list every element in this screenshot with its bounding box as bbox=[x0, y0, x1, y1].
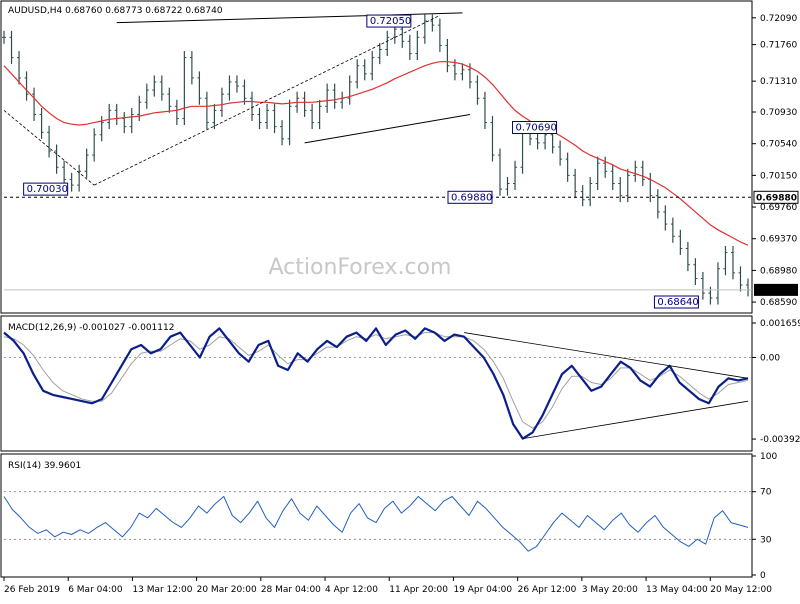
x-tick-label: 4 Apr 12:00 bbox=[325, 585, 378, 595]
annotation-label: 0.70690 bbox=[516, 123, 557, 134]
macd-y-tick-label: 0.00 bbox=[760, 354, 780, 364]
macd-panel-title: MACD(12,26,9) -0.001027 -0.001112 bbox=[8, 323, 174, 333]
horizontal-level-tag-label: 0.69880 bbox=[756, 193, 797, 203]
price-y-tick-label: 0.71310 bbox=[760, 77, 797, 87]
rsi-y-tick-label: 70 bbox=[760, 488, 772, 498]
price-panel-frame bbox=[0, 0, 753, 314]
price-y-tick-label: 0.69370 bbox=[760, 235, 797, 245]
x-tick-label: 20 May 12:00 bbox=[710, 585, 772, 595]
x-tick-label: 19 Apr 04:00 bbox=[453, 585, 512, 595]
rsi-line bbox=[3, 496, 749, 552]
current-price-tag bbox=[754, 283, 798, 296]
x-tick-label: 13 May 04:00 bbox=[646, 585, 708, 595]
price-panel: 0.72090 0.71760 0.71310 0.70930 0.70540 0.701… bbox=[2, 12, 799, 309]
macd-y-tick-label: 0.001659 bbox=[760, 319, 800, 329]
rsi-y-tick-label: 100 bbox=[760, 452, 777, 462]
price-y-tick-label: 0.68590 bbox=[760, 298, 797, 308]
channel-lower-line bbox=[304, 113, 471, 144]
annotation-box bbox=[366, 14, 412, 28]
x-tick-label: 13 Mar 12:00 bbox=[132, 585, 192, 595]
macd-panel: 0.001659 0.00 -0.003922 bbox=[3, 319, 800, 445]
price-y-tick-label: 0.71760 bbox=[760, 41, 797, 51]
annotation-label: 0.68640 bbox=[657, 297, 698, 308]
price-y-tick-label: 0.68980 bbox=[760, 266, 797, 276]
macd-line bbox=[3, 327, 749, 440]
current-price-tag-label: 0.68740 bbox=[756, 286, 793, 296]
decline-dashed-line bbox=[3, 110, 95, 186]
annotation-label: 0.72050 bbox=[370, 16, 411, 27]
x-tick-label: 6 Mar 04:00 bbox=[68, 585, 123, 595]
annotation-label: 0.69880 bbox=[451, 192, 492, 203]
x-tick-label: 11 Apr 20:00 bbox=[389, 585, 448, 595]
macd-panel-frame bbox=[0, 315, 753, 452]
annotation-box bbox=[447, 190, 493, 204]
rsi-panel-title: RSI(14) 39.9601 bbox=[8, 461, 81, 471]
annotation-box bbox=[512, 121, 558, 135]
watermark: ActionForex.com bbox=[269, 255, 452, 280]
rsi-panel-frame bbox=[0, 453, 753, 578]
annotation-label: 0.70030 bbox=[27, 184, 68, 195]
horizontal-level-tag bbox=[753, 190, 799, 204]
macd-y-tick-label: -0.003922 bbox=[760, 435, 800, 445]
x-tick-label: 3 May 20:00 bbox=[582, 585, 638, 595]
annotation-box bbox=[23, 182, 69, 196]
x-tick-label: 26 Feb 2019 bbox=[4, 585, 60, 595]
annotation-box bbox=[653, 295, 699, 309]
rsi-y-tick-label: 0 bbox=[760, 571, 766, 581]
moving-average-line bbox=[3, 61, 749, 246]
rsi-y-tick-label: 30 bbox=[760, 535, 772, 545]
rsi-panel: 100 70 30 0 bbox=[3, 452, 777, 581]
price-y-tick-label: 0.72090 bbox=[760, 14, 797, 24]
x-tick-label: 26 Apr 12:00 bbox=[518, 585, 577, 595]
macd-signal-line bbox=[3, 332, 749, 429]
x-axis: 26 Feb 2019 6 Mar 04:00 13 Mar 12:00 20 Mar… bbox=[3, 577, 772, 595]
macd-upper-trendline bbox=[464, 332, 749, 379]
price-y-tick-label: 0.70150 bbox=[760, 171, 797, 181]
price-panel-title: AUDUSD,H4 0.68760 0.68773 0.68722 0.6874… bbox=[8, 6, 223, 16]
x-tick-label: 20 Mar 20:00 bbox=[197, 585, 257, 595]
macd-lower-trendline bbox=[522, 400, 749, 439]
x-tick-label: 28 Mar 04:00 bbox=[261, 585, 321, 595]
price-y-tick-label: 0.70930 bbox=[760, 108, 797, 118]
price-y-tick-label: 0.70540 bbox=[760, 140, 797, 150]
support-dashed-line bbox=[94, 15, 441, 186]
price-y-tick-label: 0.69760 bbox=[760, 203, 797, 213]
